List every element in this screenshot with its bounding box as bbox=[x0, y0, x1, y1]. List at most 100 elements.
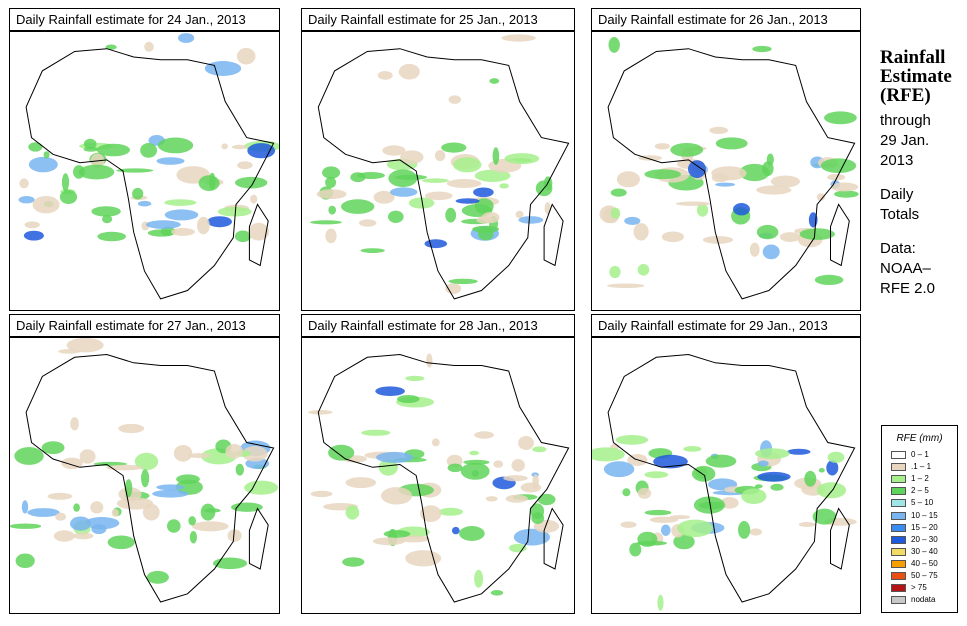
madagascar-outline bbox=[543, 507, 564, 570]
rainfall-patch bbox=[670, 143, 704, 157]
madagascar-outline bbox=[830, 507, 850, 570]
rainfall-patch bbox=[766, 153, 774, 166]
rainfall-patch bbox=[91, 206, 121, 217]
rainfall-patch bbox=[73, 503, 80, 512]
rainfall-patch bbox=[505, 494, 528, 503]
rainfall-patch bbox=[669, 515, 691, 520]
rainfall-patch bbox=[489, 78, 500, 84]
rainfall-patch bbox=[164, 199, 197, 206]
rainfall-patch bbox=[23, 230, 44, 241]
rainfall-patch bbox=[455, 198, 480, 204]
rainfall-patch bbox=[812, 508, 837, 525]
madagascar-outline bbox=[543, 203, 564, 267]
rainfall-patch bbox=[405, 550, 442, 567]
legend-swatch bbox=[891, 463, 906, 472]
rainfall-map bbox=[9, 337, 280, 614]
rainfall-patch bbox=[469, 450, 479, 456]
legend-label: 2 – 5 bbox=[911, 486, 929, 496]
rainfall-patch bbox=[378, 458, 398, 476]
rainfall-patch bbox=[14, 447, 44, 465]
rainfall-patch bbox=[237, 161, 253, 170]
legend-label: 20 – 30 bbox=[911, 534, 938, 544]
africa-outline bbox=[317, 353, 570, 603]
rainfall-patch bbox=[474, 431, 494, 439]
legend-label: 15 – 20 bbox=[911, 522, 938, 532]
legend-label: 10 – 15 bbox=[911, 510, 938, 520]
rainfall-patch bbox=[715, 182, 735, 187]
rainfall-patch bbox=[59, 190, 78, 204]
rainfall-patch bbox=[474, 169, 511, 182]
rainfall-map bbox=[301, 337, 575, 614]
rainfall-patch bbox=[738, 521, 751, 539]
rainfall-patch bbox=[189, 531, 197, 544]
rainfall-patch bbox=[827, 173, 846, 181]
rainfall-patch bbox=[447, 463, 463, 473]
legend-label: nodata bbox=[911, 595, 936, 605]
rainfall-patch bbox=[79, 449, 96, 464]
africa-outline bbox=[607, 353, 856, 603]
rainfall-patch bbox=[818, 468, 825, 473]
rainfall-patch bbox=[445, 283, 462, 294]
rainfall-patch bbox=[420, 505, 442, 522]
rainfall-patch bbox=[607, 283, 645, 289]
rainfall-patch bbox=[398, 63, 420, 80]
rainfall-patch bbox=[629, 542, 642, 557]
rainfall-patch bbox=[310, 490, 333, 498]
rainfall-patch bbox=[453, 157, 482, 173]
rainfall-patch bbox=[32, 196, 60, 214]
rainfall-patch bbox=[804, 470, 817, 487]
rainfall-patch bbox=[248, 222, 270, 241]
rainfall-patch bbox=[830, 182, 859, 192]
panel-title: Daily Rainfall estimate for 29 Jan., 201… bbox=[591, 314, 861, 337]
caption-source-2: RFE 2.0 bbox=[880, 280, 936, 297]
rainfall-patch bbox=[615, 435, 649, 445]
rainfall-patch bbox=[376, 451, 414, 463]
rainfall-patch bbox=[383, 530, 411, 538]
legend-label: 5 – 10 bbox=[911, 498, 934, 508]
rainfall-patch bbox=[471, 470, 479, 477]
rainfall-patch bbox=[147, 229, 175, 237]
rainfall-patch bbox=[424, 239, 448, 249]
rainfall-patch bbox=[247, 143, 276, 159]
rainfall-patch bbox=[250, 194, 258, 204]
rainfall-patch bbox=[709, 126, 729, 134]
rainfall-patch bbox=[146, 570, 169, 584]
rainfall-patch bbox=[696, 203, 709, 217]
rainfall-patch bbox=[739, 163, 770, 182]
rainfall-patch bbox=[445, 207, 457, 223]
rainfall-map bbox=[301, 31, 575, 311]
rainfall-patch bbox=[377, 71, 393, 80]
legend-swatch bbox=[891, 499, 906, 508]
rainfall-patch bbox=[10, 523, 42, 529]
rainfall-patch bbox=[21, 500, 29, 514]
rainfall-patch bbox=[644, 471, 669, 479]
rainfall-patch bbox=[236, 47, 256, 65]
rainfall-patch bbox=[116, 168, 154, 173]
rainfall-patch bbox=[532, 446, 547, 453]
legend-label: > 75 bbox=[911, 583, 927, 593]
rainfall-patch bbox=[741, 488, 767, 504]
rainfall-patch bbox=[754, 484, 763, 489]
rainfall-patch bbox=[47, 492, 73, 500]
caption-data-label: Data: bbox=[880, 240, 916, 257]
rainfall-patch bbox=[441, 142, 467, 153]
rainfall-patch bbox=[188, 453, 211, 459]
rainfall-patch bbox=[688, 160, 706, 179]
rainfall-patch bbox=[493, 460, 504, 468]
rainfall-patch bbox=[124, 479, 133, 498]
rainfall-patch bbox=[770, 483, 784, 491]
caption-title-3: (RFE) bbox=[880, 85, 931, 106]
rainfall-patch bbox=[693, 496, 725, 514]
rainfall-map bbox=[591, 31, 861, 311]
rainfall-patch bbox=[204, 61, 242, 76]
madagascar-outline bbox=[248, 203, 269, 267]
rainfall-patch bbox=[156, 484, 185, 491]
rainfall-patch bbox=[157, 137, 194, 154]
rainfall-patch bbox=[749, 242, 760, 257]
legend-label: 0 – 1 bbox=[911, 450, 929, 459]
africa-outline bbox=[317, 48, 570, 300]
rainfall-patch bbox=[231, 144, 248, 150]
rainfall-patch bbox=[657, 594, 664, 611]
rainfall-patch bbox=[18, 196, 35, 204]
rainfall-patch bbox=[481, 212, 500, 224]
